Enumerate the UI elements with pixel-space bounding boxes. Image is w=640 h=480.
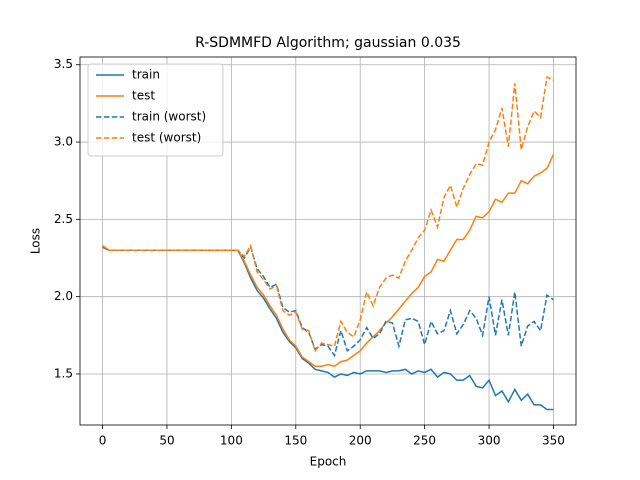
x-tick-label: 250 (413, 434, 436, 448)
legend-label: test (132, 89, 155, 103)
x-tick-label: 350 (542, 434, 565, 448)
x-tick-label: 100 (220, 434, 243, 448)
y-tick-label: 2.5 (54, 212, 73, 226)
chart-title: R-SDMMFD Algorithm; gaussian 0.035 (195, 35, 461, 51)
x-axis-label: Epoch (310, 455, 347, 469)
line-series (102, 245, 554, 358)
x-tick-label: 50 (159, 434, 174, 448)
y-tick-label: 1.5 (54, 366, 73, 380)
plot-frame (79, 56, 577, 426)
y-tick-label: 3.5 (54, 57, 73, 71)
x-tick-label: 200 (349, 434, 372, 448)
line-series (102, 75, 554, 353)
y-tick-label: 2.0 (54, 289, 73, 303)
y-tick-label: 3.0 (54, 135, 73, 149)
legend-box (87, 63, 224, 157)
legend-label: test (worst) (132, 131, 201, 145)
legend-label: train (132, 68, 160, 82)
y-axis-label: Loss (29, 228, 43, 254)
x-tick-label: 150 (284, 434, 307, 448)
x-tick-label: 0 (99, 434, 107, 448)
x-tick-label: 300 (478, 434, 501, 448)
legend-label: train (worst) (132, 110, 206, 124)
